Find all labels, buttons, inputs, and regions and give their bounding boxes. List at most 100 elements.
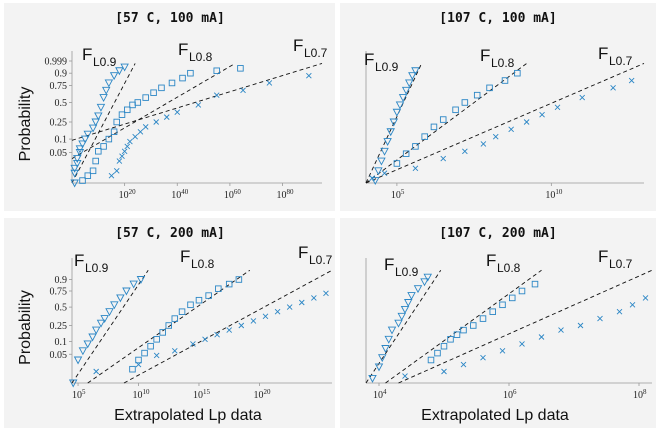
fit-label-main: F	[480, 46, 490, 65]
x-marker	[441, 368, 447, 375]
square-marker	[205, 292, 212, 299]
triangle-marker	[371, 177, 380, 186]
triangle-marker	[420, 278, 429, 287]
triangle-marker	[136, 276, 146, 284]
x-marker	[226, 327, 233, 333]
x-marker	[171, 347, 178, 354]
y-axis-label: Probability	[17, 87, 34, 162]
x-tick-label: 104	[373, 388, 387, 401]
square-marker	[135, 356, 142, 364]
x-marker	[202, 336, 208, 343]
y-tick-label: 0.5	[55, 303, 68, 314]
square-marker	[142, 94, 149, 101]
square-marker	[427, 356, 435, 364]
fit-label-main: F	[598, 44, 608, 63]
triangle-marker	[411, 67, 420, 76]
square-marker	[514, 69, 521, 77]
x-marker	[135, 361, 142, 368]
x-marker	[499, 347, 506, 354]
fit-label-sub: L0.8	[191, 257, 215, 271]
x-marker	[213, 92, 220, 98]
x-marker	[116, 158, 123, 164]
square-marker	[430, 123, 438, 131]
square-marker	[79, 177, 86, 184]
triangle-marker	[68, 379, 78, 388]
x-marker	[369, 175, 375, 181]
x-marker	[214, 331, 220, 338]
triangle-marker	[380, 147, 389, 156]
square-marker	[235, 276, 243, 283]
square-marker	[187, 301, 194, 309]
y-tick-label: 0.05	[50, 148, 68, 159]
square-marker	[486, 84, 493, 92]
triangle-marker	[109, 72, 119, 81]
square-marker	[489, 308, 496, 315]
triangle-marker	[88, 333, 97, 342]
x-marker	[628, 77, 635, 84]
x-marker	[577, 322, 584, 329]
x-marker	[519, 341, 525, 347]
triangle-marker	[101, 86, 111, 95]
fit-label-sub: L0.7	[609, 257, 633, 271]
triangle-marker	[398, 94, 408, 103]
y-tick-label: 0.25	[50, 118, 68, 129]
x-marker	[163, 114, 170, 120]
triangle-marker	[386, 128, 395, 137]
triangle-marker	[83, 340, 92, 349]
triangle-marker	[80, 135, 90, 144]
x-tick-label: 1020	[119, 188, 137, 201]
triangle-marker	[115, 67, 124, 76]
x-marker	[554, 104, 561, 111]
square-marker	[393, 160, 401, 167]
square-marker	[473, 91, 481, 99]
triangle-marker	[91, 326, 101, 335]
triangle-marker	[383, 138, 392, 146]
triangle-marker	[129, 280, 138, 289]
triangle-marker	[377, 157, 386, 166]
square-marker	[159, 329, 166, 336]
triangle-marker	[70, 169, 79, 178]
y-tick-label: 0.1	[55, 135, 68, 146]
x-tick-label: 1080	[277, 188, 295, 201]
x-marker	[93, 368, 100, 375]
square-marker	[150, 89, 157, 96]
panel-title: [57 C, 100 mA]	[115, 11, 225, 26]
triangle-marker	[392, 108, 402, 117]
x-marker	[266, 80, 273, 86]
fit-line-1	[365, 270, 442, 384]
triangle-marker	[413, 285, 423, 294]
x-marker	[174, 109, 181, 116]
triangle-marker	[116, 294, 125, 303]
square-marker	[129, 101, 136, 109]
x-marker	[539, 111, 545, 118]
square-marker	[508, 294, 516, 302]
square-marker	[89, 167, 97, 175]
triangle-marker	[73, 160, 82, 168]
panel-title: [107 C, 200 mA]	[439, 226, 556, 241]
square-marker	[147, 342, 154, 350]
triangle-marker	[83, 130, 93, 139]
triangle-marker	[94, 112, 103, 121]
x-tick-label: 105	[391, 188, 405, 201]
fit-line-1	[365, 63, 423, 184]
fit-label-sub: L0.8	[491, 56, 515, 70]
x-marker	[311, 295, 317, 301]
fit-line-3	[123, 269, 333, 384]
x-marker	[508, 126, 514, 133]
triangle-marker	[120, 63, 129, 72]
x-marker	[274, 308, 281, 315]
triangle-marker	[381, 345, 390, 353]
fit-line-1	[71, 270, 149, 384]
triangle-marker	[408, 72, 417, 81]
y-tick-label: 0.9	[55, 275, 68, 286]
square-marker	[178, 308, 186, 315]
square-marker	[215, 285, 222, 292]
fit-label-main: F	[178, 40, 188, 59]
triangle-marker	[75, 145, 85, 154]
triangle-marker	[394, 319, 403, 328]
fit-line-1	[71, 63, 136, 184]
x-marker	[616, 308, 623, 315]
square-marker	[531, 280, 539, 288]
